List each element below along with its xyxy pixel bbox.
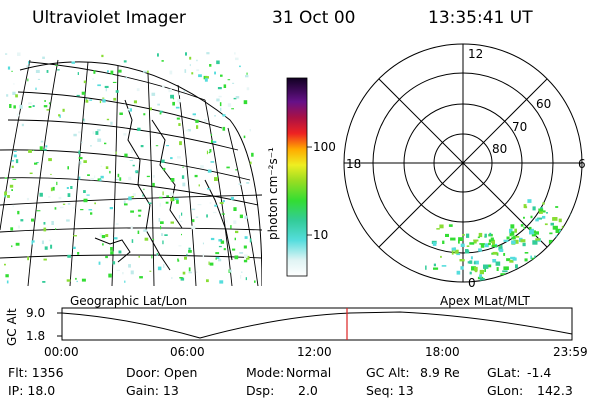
app-title: Ultraviolet Imager: [32, 8, 186, 28]
colorbar-tick-10: 10: [313, 228, 329, 242]
mlt-label-12: 12: [468, 47, 484, 61]
time-label: 13:35:41 UT: [428, 8, 533, 28]
mlt-label-0: 0: [468, 276, 476, 290]
apex-label: Apex MLat/MLT: [440, 294, 530, 308]
altitude-ytick-9: 9.0: [26, 306, 46, 320]
door-status: Door: Open: [126, 365, 198, 380]
x-tick-0600: 06:00: [170, 345, 205, 359]
gcalt-label: GC Alt:: [366, 365, 410, 380]
flt-status: Flt: 1356: [8, 365, 64, 380]
lat-label-60: 60: [536, 97, 552, 111]
ip-status: IP: 18.0: [8, 383, 56, 398]
seq-status: Seq: 13: [366, 383, 414, 398]
glat-label: GLat:: [487, 365, 521, 380]
gain-status: Gain: 13: [126, 383, 179, 398]
altitude-curve: [61, 311, 573, 339]
mlt-label-6: 6: [578, 157, 586, 171]
altitude-ytick-1-8: 1.8: [26, 329, 46, 343]
x-tick-2359: 23:59: [553, 345, 588, 359]
colorbar-gradient: [286, 77, 308, 277]
mode-value: Normal: [286, 365, 332, 380]
dsp-value: 2.0: [298, 383, 318, 398]
lat-label-80: 80: [492, 142, 508, 156]
gcalt-value: 8.9 Re: [420, 365, 460, 380]
lat-label-70: 70: [512, 120, 528, 134]
map-grid-lines: [0, 59, 262, 286]
mode-label: Mode:: [246, 365, 285, 380]
altitude-plot-frame: [61, 307, 573, 341]
x-tick-1200: 12:00: [297, 345, 332, 359]
altitude-ylabel: GC Alt: [5, 308, 19, 346]
geographic-label: Geographic Lat/Lon: [70, 294, 188, 308]
glon-label: GLon:: [487, 383, 524, 398]
x-tick-1800: 18:00: [425, 345, 460, 359]
date-label: 31 Oct 00: [272, 8, 356, 28]
colorbar-tick-100: 100: [313, 140, 336, 154]
mlt-label-18: 18: [346, 157, 362, 171]
glon-value: 142.3: [537, 383, 573, 398]
glat-value: -1.4: [527, 365, 552, 380]
x-tick-0000: 00:00: [44, 345, 79, 359]
dsp-label: Dsp:: [246, 383, 275, 398]
